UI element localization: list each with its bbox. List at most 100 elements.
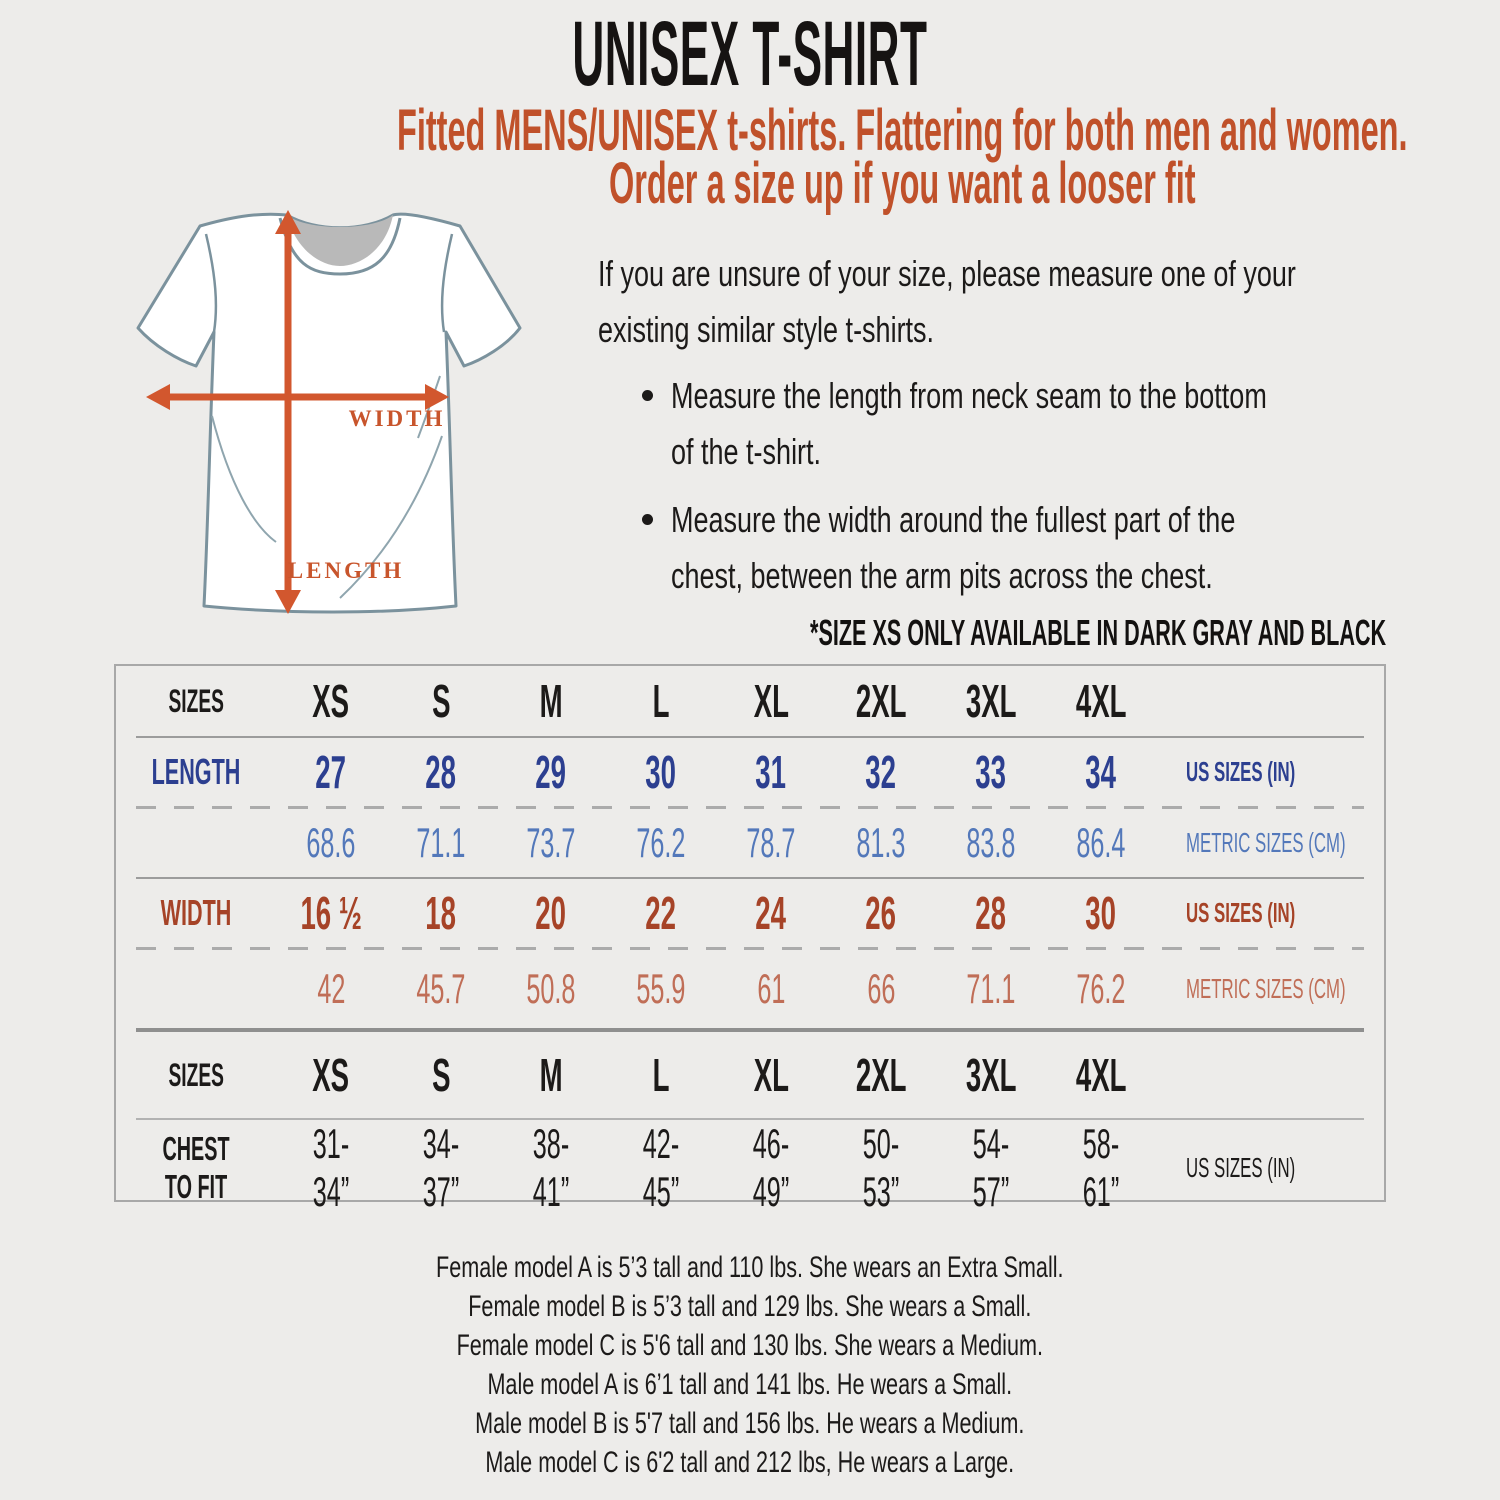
length-cm: 78.7 [746,819,796,866]
width-row: WIDTH 16 ½ 18 20 22 24 26 28 30 US SIZES… [116,879,1384,947]
collar-seam [278,217,402,276]
chest-unit: US SIZES (IN) [1186,1152,1296,1183]
length-cm: 83.8 [966,819,1016,866]
chest-row: CHEST TO FIT 31-34” 34-37” 38-41” 42-45”… [116,1120,1384,1215]
chest-value: 50-53” [862,1120,900,1215]
size-xl: XL [753,1049,789,1101]
width-value: 26 [865,887,897,939]
chest-value: 38-41” [532,1120,570,1215]
bullet-dot [642,390,653,401]
size-m: M [539,1049,563,1101]
size-xs: XS [312,675,350,727]
chest-value: 54-57” [972,1120,1010,1215]
width-cm: 45.7 [416,965,466,1012]
sizes-row: SIZES XS S M L XL 2XL 3XL 4XL [116,1032,1384,1118]
row-divider [136,877,1364,879]
length-row: LENGTH 27 28 29 30 31 32 33 34 US SIZES … [116,738,1384,806]
length-cm: 71.1 [416,819,466,866]
sizes-label: SIZES [168,1056,224,1093]
width-cm: 66 [866,965,896,1012]
row-divider-dashed [136,806,1364,809]
length-value: 32 [865,746,897,798]
width-cm: 42 [316,965,346,1012]
length-metric-row: 68.6 71.1 73.7 76.2 78.7 81.3 83.8 86.4 … [116,809,1384,877]
width-value: 18 [425,887,457,939]
size-3xl: 3XL [965,675,1017,727]
size-3xl: 3XL [965,1049,1017,1101]
chest-value: 46-49” [752,1120,790,1215]
bullet-item-width: Measure the width around the fullest par… [598,492,1500,604]
length-arrow [275,210,301,614]
length-value: 33 [975,746,1007,798]
chest-value: 42-45” [642,1120,680,1215]
chest-label: CHEST TO FIT [162,1130,230,1205]
width-cm: 55.9 [636,965,686,1012]
size-xs: XS [312,1049,350,1101]
size-s: S [431,675,451,727]
length-label: LENGTH [151,751,241,792]
length-cm: 81.3 [856,819,906,866]
length-value: 30 [645,746,677,798]
width-value: 20 [535,887,567,939]
size-l: L [652,675,670,727]
size-4xl: 4XL [1075,1049,1127,1101]
size-l: L [652,1049,670,1101]
size-xl: XL [753,675,789,727]
sizes-label: SIZES [168,682,224,719]
fold-line-armpit [417,375,441,439]
length-value: 31 [755,746,787,798]
bullet-dot [642,514,653,525]
size-s: S [431,1049,451,1101]
tshirt-outline [136,212,522,614]
size-4xl: 4XL [1075,675,1127,727]
size-m: M [539,675,563,727]
length-value: 27 [315,746,347,798]
length-value: 28 [425,746,457,798]
length-unit: US SIZES (IN) [1186,756,1296,787]
xs-availability-note: *SIZE XS ONLY AVAILABLE IN DARK GRAY AND… [809,612,1386,653]
width-metric-unit: METRIC SIZES (CM) [1186,973,1346,1004]
fold-line-right [339,435,443,599]
width-cm: 76.2 [1076,965,1126,1012]
intro-paragraph: If you are unsure of your size, please m… [598,253,1296,350]
table-header-row: SIZES XS S M L XL 2XL 3XL 4XL [116,666,1384,736]
width-cm: 61 [756,965,786,1012]
width-value: 22 [645,887,677,939]
width-cm: 50.8 [526,965,576,1012]
collar-fill [287,215,393,266]
tshirt-diagram: WIDTH LENGTH [136,210,522,614]
fold-line-left [211,415,277,543]
width-arrow-label: WIDTH [349,406,446,431]
row-divider [136,736,1364,738]
length-metric-unit: METRIC SIZES (CM) [1186,827,1346,858]
chest-value: 31-34” [312,1120,350,1215]
sleeve-seam-left [204,233,218,333]
width-cm: 71.1 [966,965,1016,1012]
subtitle: Fitted MENS/UNISEX t-shirts. Flattering … [396,98,1408,216]
length-value: 29 [535,746,567,798]
length-value: 34 [1085,746,1117,798]
model-info: Female model A is 5’3 tall and 110 lbs. … [436,1251,1064,1479]
row-divider [136,1118,1364,1120]
size-2xl: 2XL [855,675,907,727]
bullet-item-length: Measure the length from neck seam to the… [598,368,1500,480]
chest-value: 34-37” [422,1120,460,1215]
chest-value: 58-61” [1082,1120,1120,1215]
width-metric-row: 42 45.7 50.8 55.9 61 66 71.1 76.2 METRIC… [116,950,1384,1028]
length-arrow-label: LENGTH [288,558,404,583]
width-value: 30 [1085,887,1117,939]
width-arrow [146,384,449,410]
section-divider [136,1028,1364,1032]
length-cm: 68.6 [306,819,356,866]
measure-instructions: If you are unsure of your size, please m… [598,246,1500,616]
width-unit: US SIZES (IN) [1186,897,1296,928]
size-2xl: 2XL [855,1049,907,1101]
width-value: 16 ½ [300,887,362,939]
width-label: WIDTH [160,892,232,933]
sleeve-seam-right [440,233,454,333]
row-divider-dashed [136,947,1364,950]
size-table: SIZES XS S M L XL 2XL 3XL 4XL LENGTH 27 … [114,664,1386,1215]
length-cm: 86.4 [1076,819,1126,866]
width-value: 24 [755,887,787,939]
